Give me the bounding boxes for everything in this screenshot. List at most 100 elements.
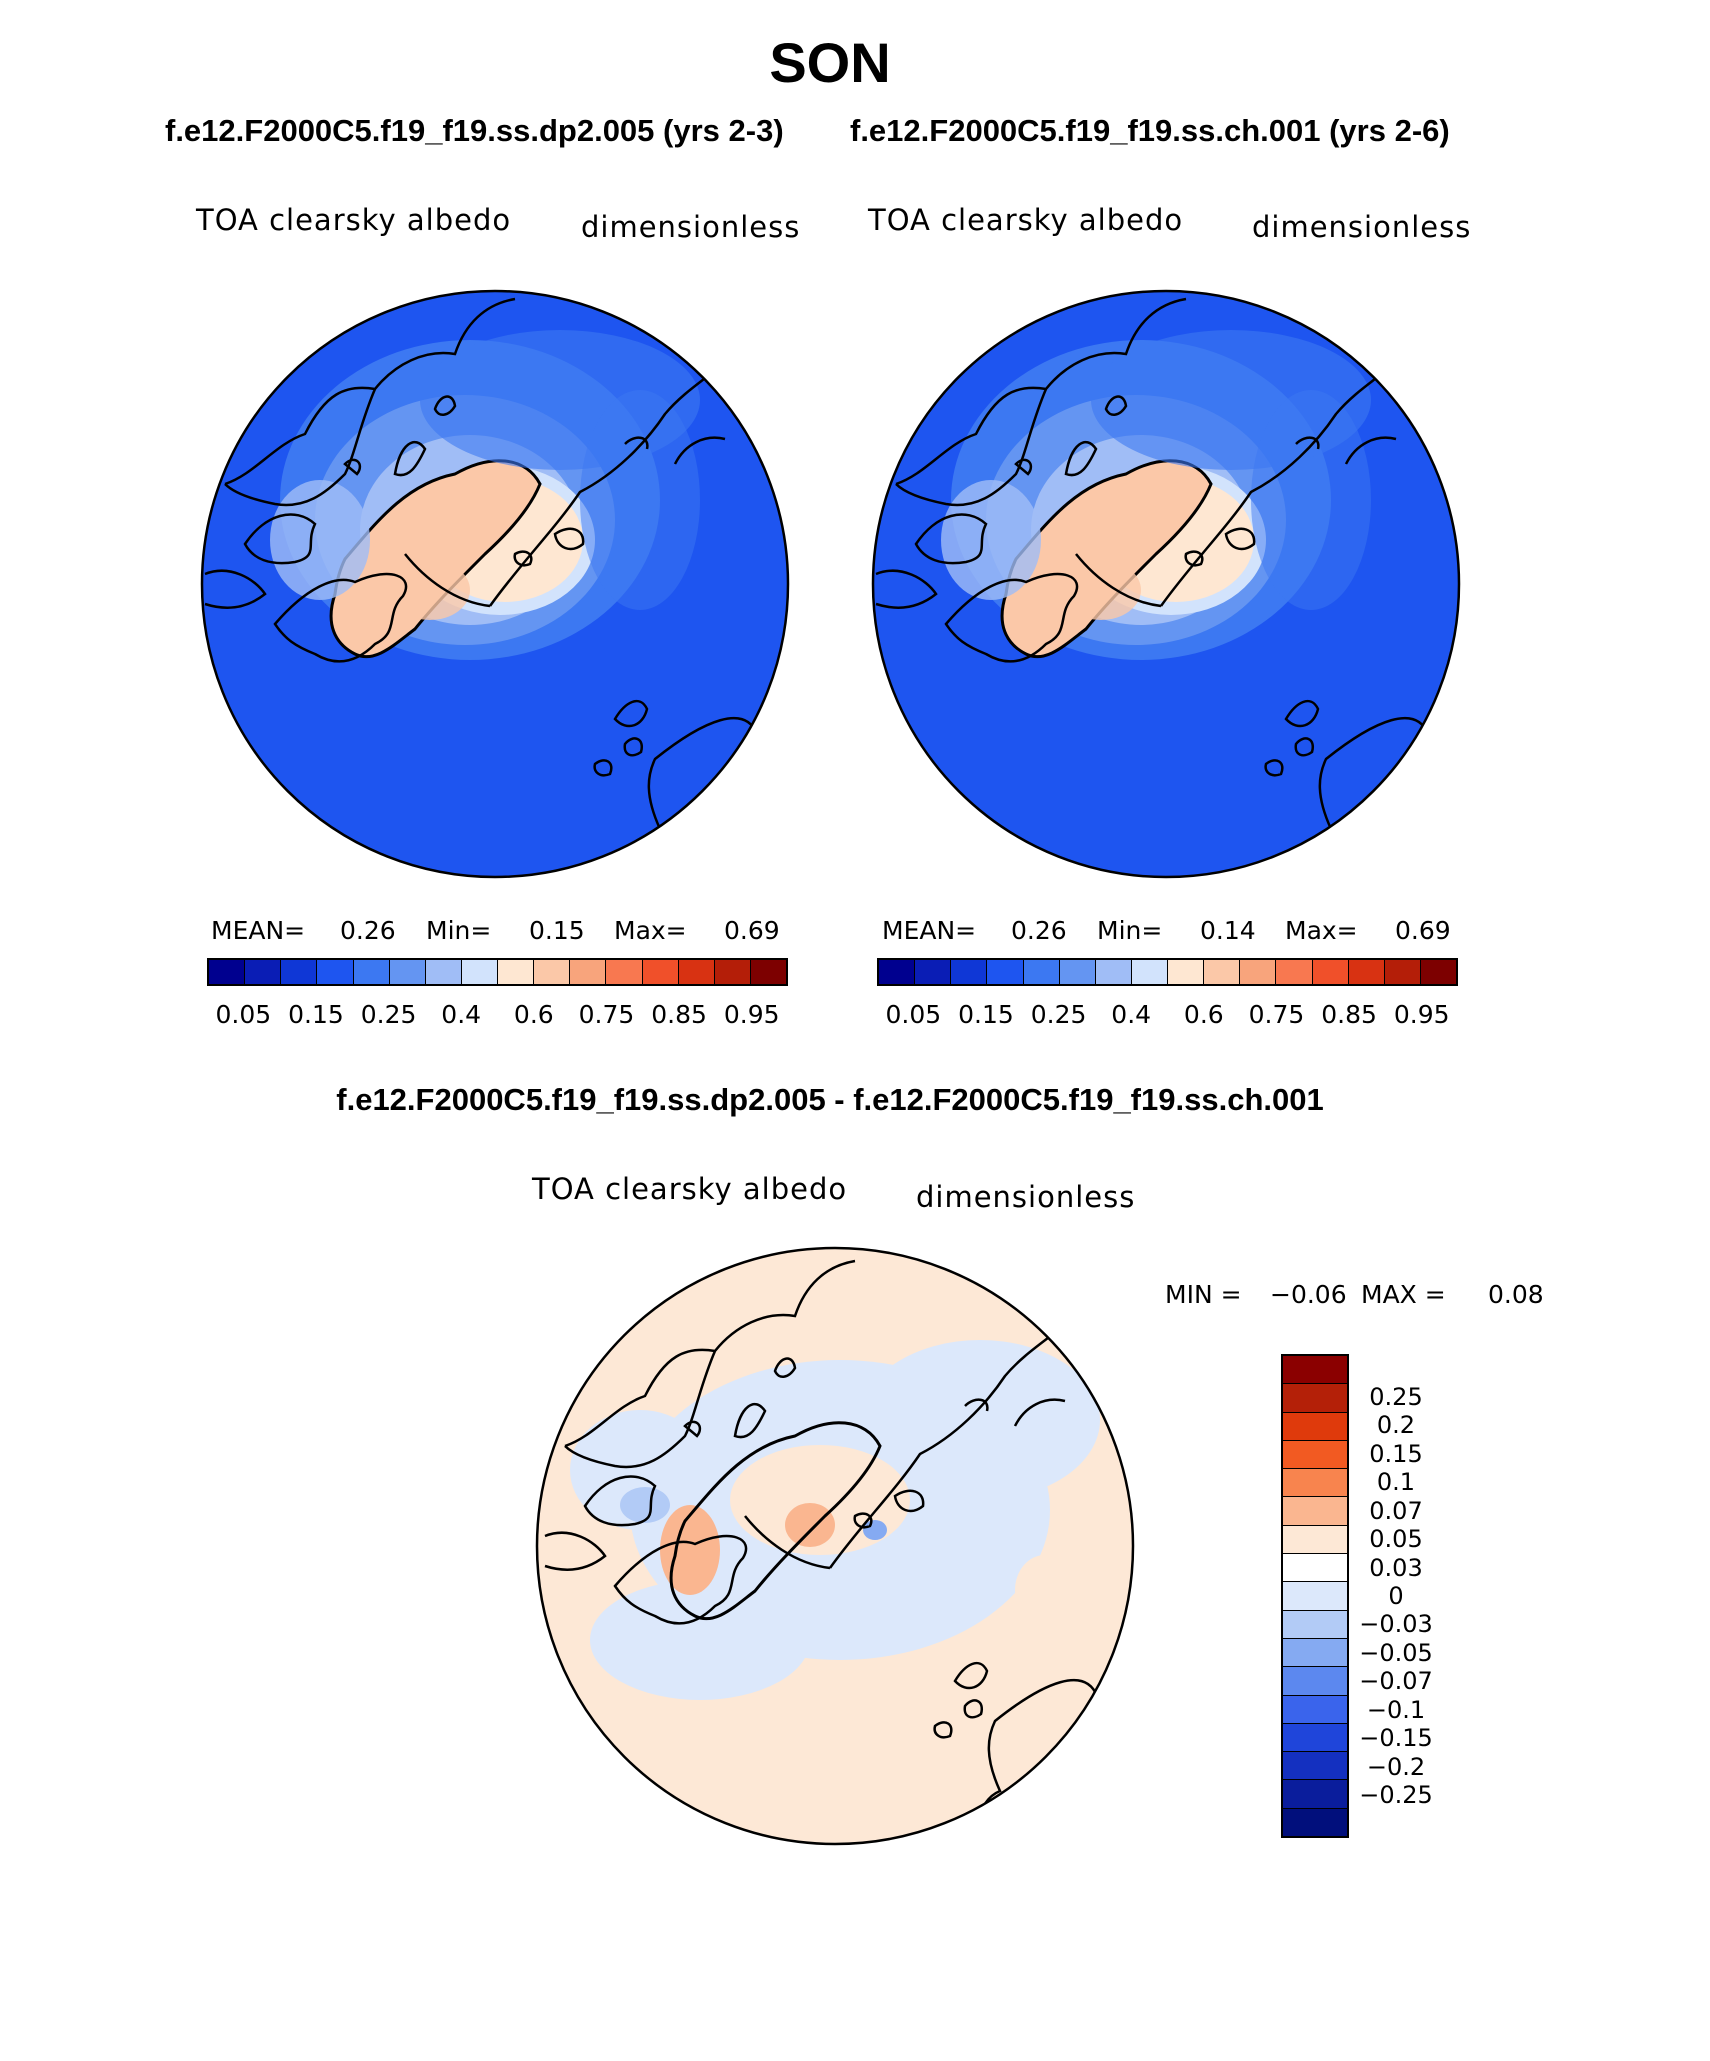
colorbar-tick-label: −0.05 [1359,1638,1433,1667]
panel2-units-label: dimensionless [1252,210,1472,244]
panel1-max-value: 0.69 [724,916,780,945]
colorbar-swatch [642,960,679,984]
panel2-variable-label: TOA clearsky albedo [868,203,1184,237]
map-panel-2 [871,289,1461,879]
colorbar-swatch [1283,1497,1347,1526]
diff-max-value: 0.08 [1488,1280,1544,1309]
colorbar-tick-label: 0.15 [1369,1439,1423,1468]
colorbar-swatch [498,960,535,984]
colorbar-tick-label: 0.95 [723,1000,780,1029]
colorbar-swatch [1283,1780,1347,1809]
diff-units-label: dimensionless [916,1180,1136,1214]
colorbar-swatch [570,960,607,984]
colorbar-tick-label: −0.2 [1366,1752,1426,1781]
colorbar-swatch [1283,1695,1347,1724]
diff-variable-label: TOA clearsky albedo [532,1172,848,1206]
colorbar-swatch [1276,960,1313,984]
colorbar-tick-label: −0.1 [1366,1695,1426,1724]
colorbar-swatch [1283,1582,1347,1611]
colorbar-swatch [714,960,751,984]
colorbar-panel-1 [207,958,788,986]
colorbar-swatch [1283,1384,1347,1413]
colorbar-tick-label: 0 [1388,1582,1404,1610]
colorbar-swatch [281,960,318,984]
diff-min-value: −0.06 [1270,1280,1347,1309]
colorbar-swatch [1283,1469,1347,1498]
colorbar-swatch [1059,960,1096,984]
panel1-units-label: dimensionless [581,210,801,244]
panel2-mean-label: MEAN= [882,916,977,945]
colorbar-tick-label: 0.07 [1369,1496,1423,1525]
colorbar-swatch [678,960,715,984]
colorbar-swatch [1131,960,1168,984]
colorbar-swatch [1283,1638,1347,1668]
colorbar-tick-label: −0.15 [1359,1724,1433,1753]
colorbar-swatch [209,960,246,984]
colorbar-tick-label: 0.05 [1369,1525,1423,1554]
colorbar-swatch [1240,960,1277,984]
colorbar-swatch [1420,960,1456,984]
subtitle-case-1: f.e12.F2000C5.f19_f19.ss.dp2.005 (yrs 2-… [165,113,784,148]
colorbar-swatch [1095,960,1132,984]
colorbar-swatch [1168,960,1205,984]
colorbar-swatch [389,960,426,984]
colorbar-tick-label: 0.05 [885,1000,942,1029]
colorbar-swatch [915,960,952,984]
panel1-mean-value: 0.26 [340,916,396,945]
colorbar-tick-label: 0.03 [1369,1553,1423,1582]
colorbar-swatch [1384,960,1421,984]
diff-min-label: MIN = [1165,1280,1242,1309]
colorbar-swatch [951,960,988,984]
colorbar-tick-label: 0.25 [1369,1382,1423,1411]
panel2-min-label: Min= [1097,916,1163,945]
colorbar-tick-label: −0.03 [1359,1610,1433,1639]
colorbar-tick-label: 0.75 [578,1000,635,1029]
colorbar-swatch [1283,1667,1347,1696]
colorbar-tick-label: 0.95 [1393,1000,1450,1029]
colorbar-difference [1281,1354,1349,1838]
panel2-max-value: 0.69 [1395,916,1451,945]
colorbar-swatch [1283,1610,1347,1639]
colorbar-swatch [879,960,916,984]
panel1-variable-label: TOA clearsky albedo [196,203,512,237]
subtitle-case-2: f.e12.F2000C5.f19_f19.ss.ch.001 (yrs 2-6… [850,113,1450,148]
panel1-mean-label: MEAN= [211,916,306,945]
panel1-min-label: Min= [426,916,492,945]
colorbar-swatch [1283,1554,1347,1583]
panel2-mean-value: 0.26 [1011,916,1067,945]
colorbar-tick-label: −0.07 [1359,1667,1433,1696]
map-panel-1 [200,289,790,879]
colorbar-swatch [353,960,390,984]
colorbar-swatch [245,960,282,984]
colorbar-swatch [1204,960,1241,984]
colorbar-swatch [1283,1356,1347,1385]
colorbar-swatch [1283,1412,1347,1441]
colorbar-tick-label: 0.6 [1183,1000,1224,1029]
map-panel-diff [535,1246,1135,1846]
difference-title: f.e12.F2000C5.f19_f19.ss.dp2.005 - f.e12… [336,1082,1324,1117]
colorbar-swatch [425,960,462,984]
colorbar-swatch [461,960,498,984]
colorbar-swatch [606,960,643,984]
colorbar-tick-label: 0.75 [1248,1000,1305,1029]
colorbar-tick-label: 0.15 [288,1000,344,1029]
colorbar-tick-label: 0.4 [441,1000,482,1029]
colorbar-swatch [1023,960,1060,984]
figure-title: SON [769,31,891,94]
colorbar-tick-label: 0.1 [1376,1468,1416,1497]
colorbar-tick-label: 0.25 [360,1000,417,1029]
colorbar-tick-label: 0.6 [513,1000,554,1029]
diff-max-label: MAX = [1361,1280,1446,1309]
colorbar-swatch [1283,1752,1347,1781]
panel1-max-label: Max= [614,916,687,945]
colorbar-swatch [1283,1525,1347,1555]
colorbar-swatch [1348,960,1385,984]
colorbar-tick-label: 0.4 [1111,1000,1152,1029]
colorbar-panel-2 [877,958,1458,986]
panel2-min-value: 0.14 [1200,916,1256,945]
colorbar-swatch [987,960,1024,984]
colorbar-swatch [1283,1440,1347,1470]
colorbar-tick-label: 0.25 [1030,1000,1087,1029]
colorbar-tick-label: 0.85 [651,1000,707,1029]
colorbar-tick-label: 0.05 [215,1000,272,1029]
